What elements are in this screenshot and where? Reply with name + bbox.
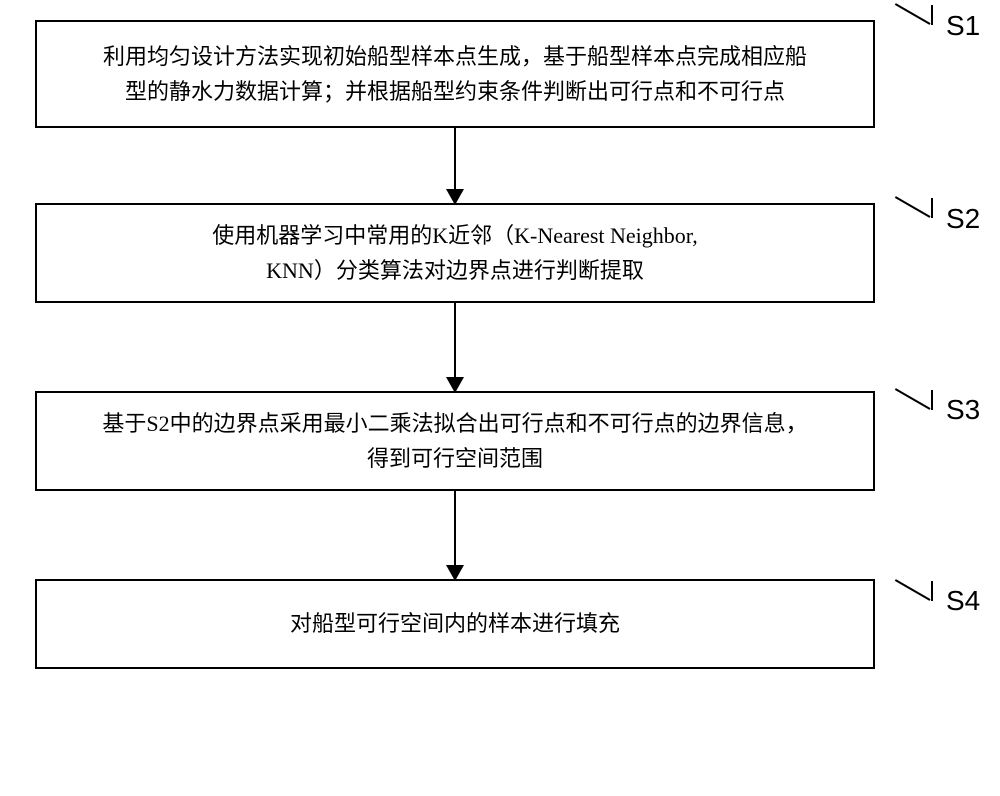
flow-box-s1-line1: 利用均匀设计方法实现初始船型样本点生成，基于船型样本点完成相应船 [103,39,807,74]
label-s1: S1 [946,10,980,42]
arrow-container-2 [35,303,875,391]
arrow-1 [454,128,456,203]
label-s3: S3 [946,394,980,426]
bracket-s3 [870,408,930,448]
flow-box-s3: 基于S2中的边界点采用最小二乘法拟合出可行点和不可行点的边界信息， 得到可行空间… [35,391,875,491]
flow-box-s4: 对船型可行空间内的样本进行填充 [35,579,875,669]
flow-box-s1: 利用均匀设计方法实现初始船型样本点生成，基于船型样本点完成相应船 型的静水力数据… [35,20,875,128]
arrow-container-3 [35,491,875,579]
flowchart-container: 利用均匀设计方法实现初始船型样本点生成，基于船型样本点完成相应船 型的静水力数据… [35,20,965,669]
bracket-s1 [870,23,930,63]
label-s4: S4 [946,585,980,617]
bracket-s4 [870,599,930,639]
flow-box-s3-line2: 得到可行空间范围 [367,441,543,476]
flow-box-s3-line1: 基于S2中的边界点采用最小二乘法拟合出可行点和不可行点的边界信息， [102,406,807,441]
flow-box-s2: 使用机器学习中常用的K近邻（K-Nearest Neighbor, KNN）分类… [35,203,875,303]
label-s2: S2 [946,203,980,235]
arrow-2 [454,303,456,391]
flow-box-s4-line1: 对船型可行空间内的样本进行填充 [290,606,620,641]
arrow-3 [454,491,456,579]
flow-box-s1-line2: 型的静水力数据计算；并根据船型约束条件判断出可行点和不可行点 [125,74,785,109]
bracket-s2 [870,216,930,256]
flow-box-s2-line2: KNN）分类算法对边界点进行判断提取 [266,253,644,288]
flow-box-s2-line1: 使用机器学习中常用的K近邻（K-Nearest Neighbor, [212,218,698,253]
arrow-container-1 [35,128,875,203]
